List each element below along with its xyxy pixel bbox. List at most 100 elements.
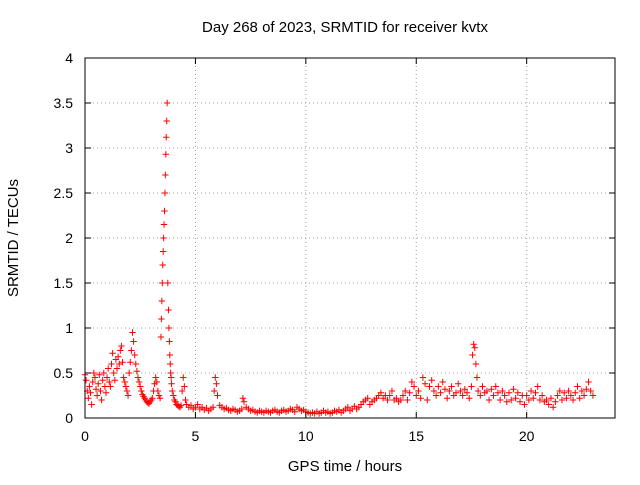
data-point <box>130 338 137 345</box>
data-point <box>155 392 163 399</box>
data-point <box>545 401 552 408</box>
data-point <box>240 398 248 405</box>
data-point <box>194 401 201 408</box>
data-point <box>153 378 160 386</box>
data-point <box>86 383 93 390</box>
data-point <box>397 396 404 404</box>
data-point <box>452 389 460 396</box>
data-point <box>121 378 128 386</box>
data-point <box>291 408 298 415</box>
data-point <box>238 405 245 413</box>
data-point <box>157 333 165 341</box>
y-tick-label: 1.5 <box>54 275 74 291</box>
data-point <box>474 387 482 395</box>
y-tick-label: 4 <box>65 50 73 66</box>
data-point <box>471 344 478 351</box>
y-tick-label: 3.5 <box>54 95 74 111</box>
data-point <box>101 383 109 390</box>
data-point <box>165 324 173 332</box>
data-point <box>132 360 139 368</box>
y-tick-label: 2.5 <box>54 185 74 201</box>
data-point <box>567 392 575 399</box>
data-point <box>483 387 491 395</box>
data-point <box>161 207 168 215</box>
data-point <box>428 377 435 384</box>
data-point <box>95 380 102 387</box>
chart-title: Day 268 of 2023, SRMTID for receiver kvt… <box>202 19 488 36</box>
data-point <box>527 387 535 395</box>
data-point <box>131 351 138 359</box>
x-tick-label: 0 <box>81 428 89 444</box>
data-point <box>134 374 142 381</box>
axis-ticks: 0 5 10 15 20 0 0.5 1 1.5 2 2.5 3 3.5 4 <box>54 50 615 444</box>
data-point <box>512 395 519 402</box>
data-point <box>239 395 247 402</box>
data-point <box>177 402 185 409</box>
data-point <box>165 306 172 314</box>
data-point <box>415 387 422 395</box>
data-point <box>111 377 119 384</box>
data-point <box>113 365 121 372</box>
data-point <box>138 387 145 395</box>
data-point <box>532 389 539 396</box>
x-axis-label: GPS time / hours <box>288 458 402 475</box>
data-point <box>547 395 555 402</box>
data-point <box>463 389 471 396</box>
data-point <box>589 392 597 399</box>
data-point <box>459 392 466 399</box>
data-point <box>100 369 107 377</box>
data-point <box>477 392 484 399</box>
data-point <box>158 297 166 305</box>
data-point <box>187 402 195 409</box>
data-point <box>470 341 477 348</box>
data-point <box>408 378 416 386</box>
data-point <box>163 117 170 125</box>
data-point <box>574 383 581 390</box>
data-point <box>127 359 134 366</box>
data-point <box>435 383 442 390</box>
data-point <box>578 387 586 395</box>
data-point <box>88 401 95 408</box>
x-tick-label: 10 <box>298 428 314 444</box>
data-point <box>424 396 431 404</box>
data-point <box>159 279 166 287</box>
data-point <box>419 374 427 381</box>
y-tick-label: 2 <box>65 230 73 246</box>
y-tick-label: 0.5 <box>54 365 74 381</box>
data-point <box>169 387 176 395</box>
data-point <box>501 392 508 399</box>
data-point <box>448 383 455 390</box>
data-point <box>97 387 104 395</box>
data-point <box>556 387 563 395</box>
data-point <box>85 395 92 402</box>
data-point <box>494 389 502 396</box>
data-point <box>117 347 124 354</box>
data-point <box>496 396 504 404</box>
data-point <box>116 360 123 368</box>
data-point <box>430 387 438 395</box>
data-point <box>210 387 218 395</box>
data-point <box>82 377 90 384</box>
data-point <box>388 387 396 395</box>
data-point <box>92 386 100 393</box>
data-point <box>505 389 513 396</box>
data-point <box>209 404 217 411</box>
data-point <box>160 221 168 228</box>
data-point <box>159 261 166 269</box>
data-point <box>99 377 106 384</box>
data-point <box>469 351 476 359</box>
data-point <box>170 392 177 399</box>
data-point <box>576 395 583 402</box>
data-point <box>149 395 156 402</box>
data-point <box>91 374 99 381</box>
data-point <box>488 386 495 393</box>
data-point <box>123 387 131 395</box>
data-point <box>90 369 98 377</box>
data-point <box>457 387 464 395</box>
data-point <box>181 383 188 390</box>
data-point <box>213 380 220 387</box>
data-point <box>468 383 475 390</box>
data-point <box>473 374 481 381</box>
data-point <box>580 392 588 399</box>
data-point <box>154 387 162 395</box>
